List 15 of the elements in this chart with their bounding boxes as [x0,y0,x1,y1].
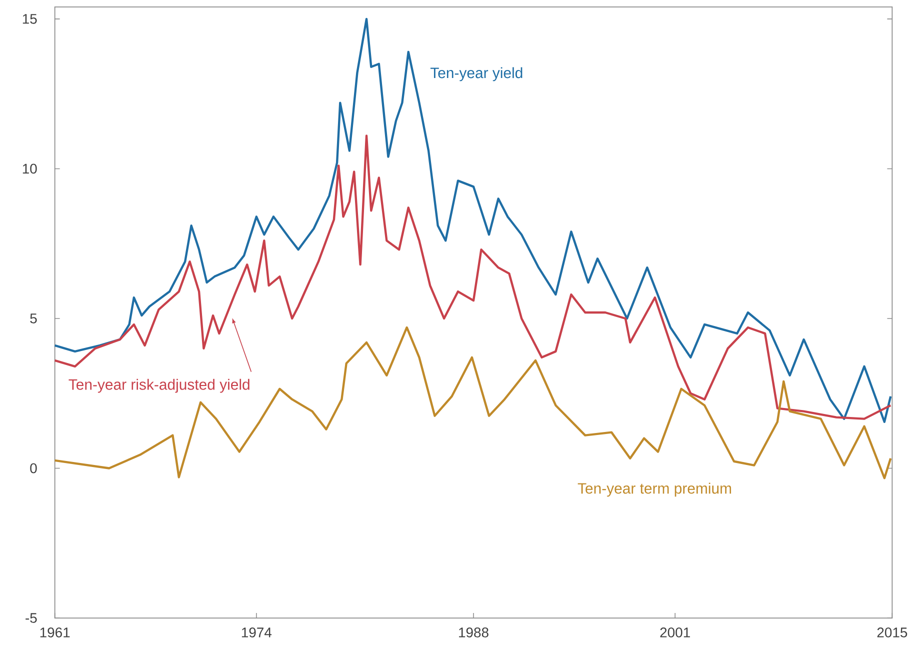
x-tick-label: 1974 [242,628,272,638]
y-tick-label: 15 [22,14,37,24]
line-series [54,326,892,480]
series-label: Ten-year risk-adjusted yield [68,378,250,393]
line-series [54,134,892,420]
series-label: Ten-year yield [430,67,522,82]
y-tick-label: 10 [22,164,37,174]
y-tick-label: 0 [30,463,37,474]
y-tick-label: 5 [30,314,37,324]
x-tick-label: 2015 [877,628,908,638]
x-tick-label: 1961 [40,628,70,638]
x-tick-label: 1988 [459,628,488,638]
x-tick-label: 2001 [660,628,690,638]
y-tick-label: -5 [26,613,37,623]
series-label: Ten-year term premium [578,482,732,497]
